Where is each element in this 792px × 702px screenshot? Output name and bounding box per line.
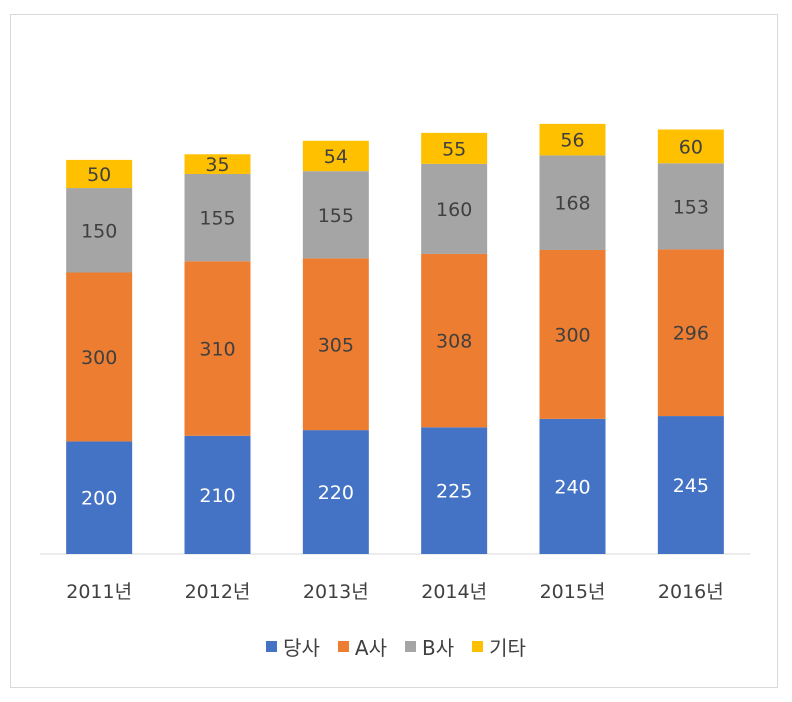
bar-segment	[66, 159, 133, 189]
bar-segment	[302, 171, 369, 259]
data-label: 153	[673, 196, 709, 218]
bar-segment	[421, 253, 488, 428]
data-label: 155	[199, 208, 235, 230]
bar-segment	[66, 272, 133, 442]
bar-segment	[184, 435, 251, 554]
x-tick-label: 2011년	[66, 581, 132, 603]
data-label: 296	[673, 323, 709, 345]
legend-label: B사	[421, 636, 455, 660]
data-label: 155	[318, 205, 354, 227]
data-label: 220	[318, 482, 354, 504]
legend-item: 기타	[472, 632, 526, 661]
legend-swatch	[337, 641, 349, 652]
legend-item: 당사	[266, 632, 320, 661]
data-label: 245	[673, 475, 709, 497]
bar-segment	[539, 249, 606, 419]
data-label: 300	[81, 347, 117, 369]
bar-segment	[539, 418, 606, 554]
data-label: 240	[554, 476, 590, 498]
bar-segment	[421, 132, 488, 164]
bar-segment	[657, 129, 724, 164]
bar-segment	[302, 140, 369, 172]
data-label: 35	[205, 154, 229, 176]
data-label: 60	[679, 136, 703, 158]
bar-segment	[302, 430, 369, 554]
bar-segment	[66, 441, 133, 554]
x-tick-label: 2015년	[540, 581, 606, 603]
legend-swatch	[404, 641, 416, 652]
data-label: 200	[81, 488, 117, 510]
legend-swatch	[472, 641, 484, 652]
legend-label: A사	[354, 636, 387, 660]
legend-item: A사	[337, 632, 387, 661]
legend-label: 기타	[489, 636, 526, 660]
bar-segment	[539, 123, 606, 156]
chart-legend: 당사 A사 B사 기타	[0, 632, 792, 661]
bar-segment	[657, 163, 724, 250]
data-label: 210	[199, 485, 235, 507]
bar-segment	[184, 173, 251, 262]
bar-segment	[657, 416, 724, 554]
bar-segment	[421, 163, 488, 254]
bar-segment	[184, 261, 251, 436]
data-label: 160	[436, 199, 472, 221]
x-tick-label: 2016년	[658, 581, 724, 603]
data-label: 150	[81, 220, 117, 242]
data-label: 300	[554, 324, 590, 346]
legend-label: 당사	[283, 636, 320, 660]
legend-swatch	[266, 641, 278, 652]
data-label: 310	[199, 339, 235, 361]
bar-segment	[539, 155, 606, 250]
x-tick-label: 2012년	[185, 581, 251, 603]
chart-frame	[10, 14, 778, 688]
x-tick-label: 2014년	[421, 581, 487, 603]
data-label: 305	[318, 334, 354, 356]
bar-segment	[302, 258, 369, 431]
data-label: 308	[436, 331, 472, 353]
data-label: 54	[324, 146, 348, 168]
data-label: 225	[436, 481, 472, 503]
bar-segment	[184, 154, 251, 174]
legend-item: B사	[404, 632, 455, 661]
x-tick-label: 2013년	[303, 581, 369, 603]
data-label: 56	[560, 130, 584, 152]
bar-segment	[66, 188, 133, 273]
bar-segment	[421, 427, 488, 554]
data-label: 168	[554, 193, 590, 215]
data-label: 50	[87, 164, 111, 186]
bar-segment	[657, 249, 724, 417]
data-label: 55	[442, 138, 466, 160]
